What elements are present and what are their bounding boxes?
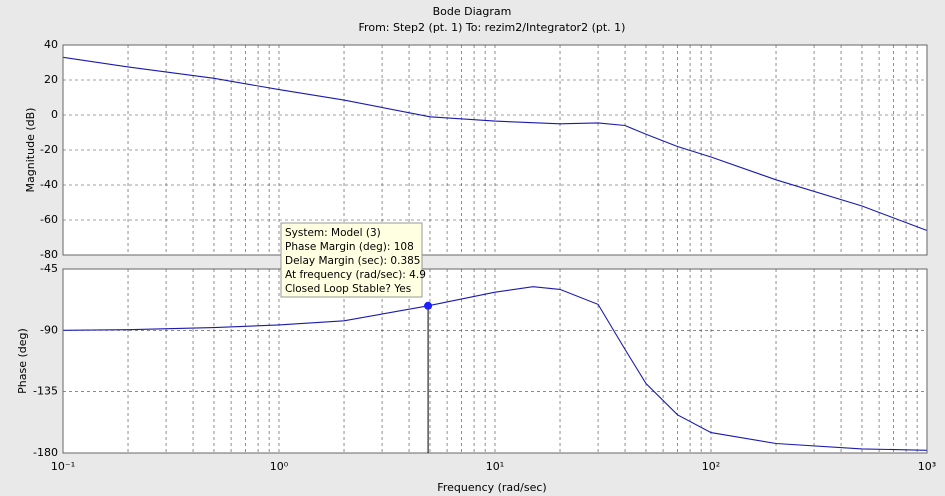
chart-subtitle: From: Step2 (pt. 1) To: rezim2/Integrato… bbox=[359, 21, 626, 34]
x-tick-label: 10⁻¹ bbox=[51, 460, 75, 473]
x-tick-label: 10⁰ bbox=[270, 460, 289, 473]
y-tick-label: -20 bbox=[40, 143, 58, 156]
x-tick-label: 10¹ bbox=[486, 460, 504, 473]
x-tick-label: 10³ bbox=[918, 460, 936, 473]
y-tick-label: -60 bbox=[40, 213, 58, 226]
y-axis-label: Phase (deg) bbox=[16, 328, 29, 394]
y-tick-label: 20 bbox=[44, 73, 58, 86]
line-series bbox=[62, 286, 928, 451]
line-series bbox=[62, 56, 928, 232]
plot-frame bbox=[62, 44, 928, 256]
tooltip-box bbox=[280, 222, 423, 298]
y-tick-label: -180 bbox=[33, 446, 58, 459]
y-tick-label: 40 bbox=[44, 38, 58, 51]
y-tick-label: 0 bbox=[51, 108, 58, 121]
tooltip: System: Model (3) Phase Margin (deg): 108… bbox=[280, 222, 426, 298]
y-tick-label: -90 bbox=[40, 323, 58, 336]
x-tick-label: 10² bbox=[702, 460, 720, 473]
data-marker bbox=[424, 301, 433, 310]
y-axis-label: Magnitude (dB) bbox=[24, 108, 37, 193]
tooltip-line: Phase Margin (deg): 108 bbox=[285, 241, 414, 253]
tooltip-line: Closed Loop Stable? Yes bbox=[285, 283, 411, 295]
tooltip-line: System: Model (3) bbox=[285, 227, 381, 239]
x-axis-label: Frequency (rad/sec) bbox=[437, 481, 546, 494]
plot-frame bbox=[62, 268, 928, 454]
y-tick-label: -135 bbox=[33, 385, 58, 398]
y-tick-label: -80 bbox=[40, 248, 58, 261]
tooltip-line: Delay Margin (sec): 0.385 bbox=[285, 255, 420, 267]
tooltip-line: At frequency (rad/sec): 4.9 bbox=[285, 269, 426, 281]
chart-title: Bode Diagram bbox=[433, 5, 512, 18]
y-tick-label: -45 bbox=[40, 262, 58, 275]
y-tick-label: -40 bbox=[40, 178, 58, 191]
